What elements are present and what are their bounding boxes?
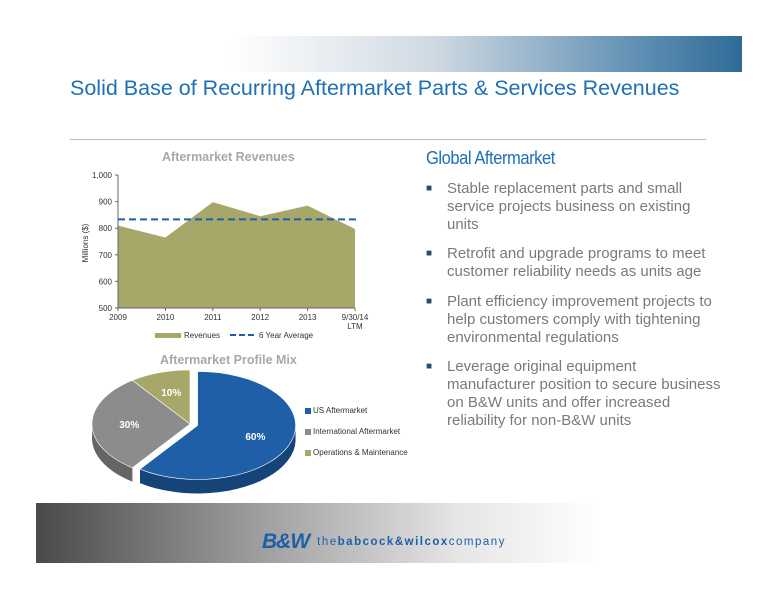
logo-mark: B&W: [262, 530, 310, 553]
bullet-item: ■ Stable replacement parts and small serv…: [426, 180, 722, 233]
pie-slice-0: [139, 371, 296, 480]
pie-legend-om-label: Operations & Maintenance: [313, 448, 408, 457]
pie-legend-intl-label: International Aftermarket: [313, 427, 401, 436]
area-chart-title: Aftermarket Revenues: [162, 150, 295, 164]
x-tick-label: 9/30/14 LTM: [342, 313, 369, 331]
company-logo: B&W thebabcock&wilcoxcompany: [262, 530, 506, 553]
section-heading: Global Aftermarket: [426, 148, 555, 168]
bullet-text: Plant efficiency improvement projects to…: [447, 292, 712, 346]
pie-legend-intl: International Aftermarket: [305, 427, 400, 436]
pie-label-2: 10%: [161, 388, 181, 399]
bullet-item: ■ Leverage original equipment manufacture…: [426, 358, 722, 429]
title-divider: [70, 139, 706, 140]
pie-slice-1: [91, 379, 191, 469]
header-gradient-bar: [230, 36, 742, 72]
pie-side-0: [140, 427, 296, 494]
y-tick-label: 1,000: [92, 171, 113, 180]
y-tick-label: 600: [99, 277, 113, 286]
y-tick-label: 500: [99, 304, 113, 313]
revenue-area: [118, 202, 355, 308]
bullet-text: Stable replacement parts and small servi…: [447, 180, 691, 233]
x-tick-label: 2013: [299, 313, 317, 322]
pie-chart-title: Aftermarket Profile Mix: [160, 353, 297, 367]
y-axis-label: Millions ($): [81, 223, 90, 262]
legend-revenues-swatch: [155, 333, 181, 338]
bullet-list: ■ Stable replacement parts and small serv…: [426, 180, 722, 442]
pie-label-1: 30%: [119, 420, 139, 431]
y-tick-label: 700: [99, 251, 113, 260]
pie-legend-us: US Aftermarket: [305, 406, 367, 415]
slide-title: Solid Base of Recurring Aftermarket Part…: [70, 76, 680, 100]
x-tick-label: 2009: [109, 313, 127, 322]
pie-slice-2: [131, 369, 191, 425]
bullet-item: ■ Retrofit and upgrade programs to meet c…: [426, 245, 722, 281]
legend-revenues-label: Revenues: [184, 331, 220, 340]
bullet-square-icon: ■: [426, 248, 433, 260]
x-tick-label: 2011: [204, 313, 222, 322]
footer-gradient-bar: [36, 503, 742, 563]
y-tick-label: 900: [99, 198, 113, 207]
bullet-text: Retrofit and upgrade programs to meet cu…: [447, 245, 706, 281]
bullet-square-icon: ■: [426, 183, 433, 194]
pie-legend-om: Operations & Maintenance: [305, 448, 408, 457]
legend-average-label: 6 Year Average: [259, 331, 314, 340]
logo-suffix: company: [448, 536, 506, 548]
bullet-item: ■ Plant efficiency improvement projects t…: [426, 293, 722, 346]
logo-wordmark: thebabcock&wilcoxcompany: [317, 536, 506, 548]
logo-prefix: the: [317, 536, 338, 548]
logo-bold: babcock&wilcox: [337, 536, 449, 548]
y-tick-label: 800: [99, 224, 113, 233]
bullet-text: Leverage original equipment manufacturer…: [447, 358, 721, 429]
pie-label-0: 60%: [245, 432, 265, 443]
x-tick-label: 2012: [251, 313, 269, 322]
bullet-square-icon: ■: [426, 295, 433, 307]
pie-legend-us-label: US Aftermarket: [313, 406, 368, 415]
bullet-square-icon: ■: [426, 361, 433, 373]
x-tick-label: 2010: [157, 313, 175, 322]
pie-side-1: [92, 421, 133, 482]
